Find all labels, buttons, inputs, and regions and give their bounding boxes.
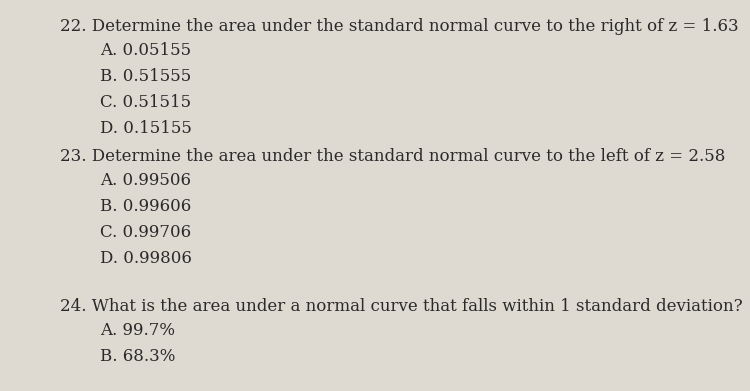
Text: D. 0.15155: D. 0.15155	[100, 120, 192, 137]
Text: 22. Determine the area under the standard normal curve to the right of z = 1.63: 22. Determine the area under the standar…	[60, 18, 739, 35]
Text: D. 0.99806: D. 0.99806	[100, 250, 192, 267]
Text: C. 0.51515: C. 0.51515	[100, 94, 191, 111]
Text: 23. Determine the area under the standard normal curve to the left of z = 2.58: 23. Determine the area under the standar…	[60, 148, 725, 165]
Text: B. 0.51555: B. 0.51555	[100, 68, 191, 85]
Text: A. 99.7%: A. 99.7%	[100, 322, 175, 339]
Text: C. 0.99706: C. 0.99706	[100, 224, 191, 241]
Text: B. 0.99606: B. 0.99606	[100, 198, 191, 215]
Text: A. 0.99506: A. 0.99506	[100, 172, 191, 189]
Text: A. 0.05155: A. 0.05155	[100, 42, 191, 59]
Text: 24. What is the area under a normal curve that falls within 1 standard deviation: 24. What is the area under a normal curv…	[60, 298, 742, 315]
Text: B. 68.3%: B. 68.3%	[100, 348, 176, 365]
